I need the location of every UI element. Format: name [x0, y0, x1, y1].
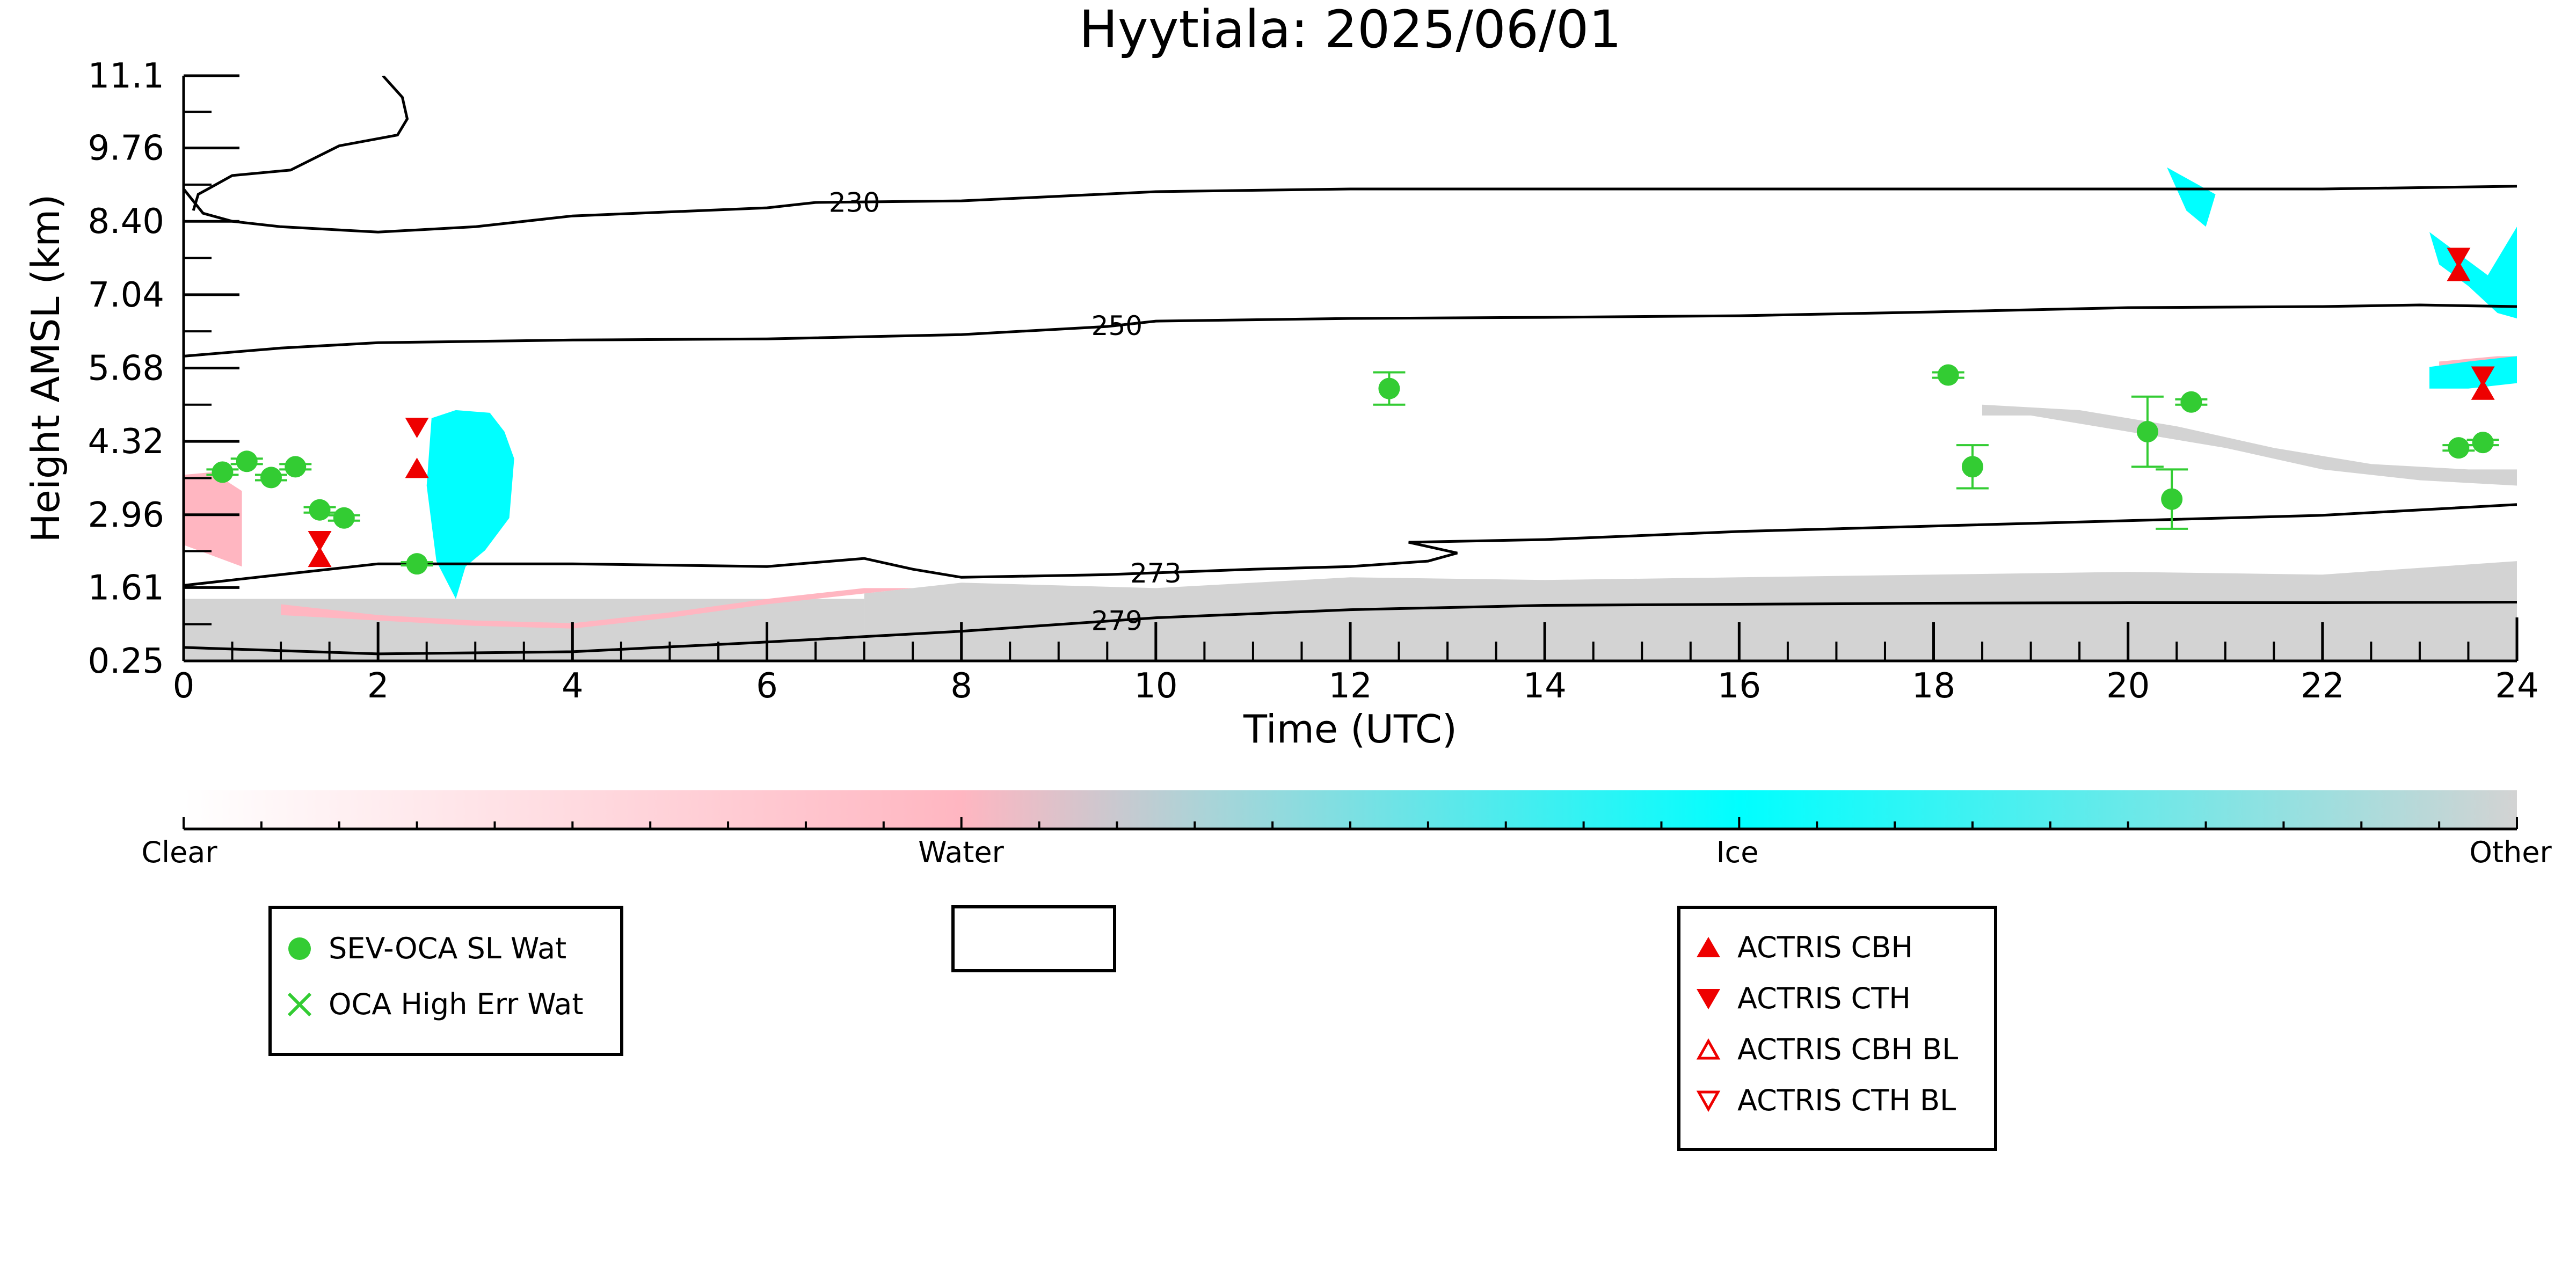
x-tick-label: 14: [1523, 666, 1566, 706]
sev-oca-point: [1937, 364, 1959, 386]
legend-label-cth-bl: ACTRIS CTH BL: [1737, 1083, 1956, 1117]
y-tick-label: 4.32: [88, 422, 165, 462]
legend-label-sev-oca: SEV-OCA SL Wat: [329, 932, 567, 965]
sev-oca-point: [406, 553, 428, 575]
y-tick-label: 1.61: [88, 568, 165, 608]
sev-oca-point: [333, 507, 355, 529]
contour-label-279: 279: [1091, 606, 1143, 637]
x-axis-ticks: 0 2 4 6 8 10 12 14 16 18 20 22 24: [173, 622, 2539, 706]
contour-upper: [192, 76, 409, 211]
actris-cth-point: [2447, 248, 2471, 268]
x-tick-label: 2: [367, 666, 389, 706]
region-water-4: [281, 588, 913, 629]
x-tick-label: 22: [2301, 666, 2344, 706]
red-open-triangle-up-icon: [1692, 1034, 1724, 1066]
sev-oca-point: [2448, 437, 2470, 459]
y-tick-label: 2.96: [88, 496, 165, 535]
legend-label-cbh-bl: ACTRIS CBH BL: [1737, 1032, 1959, 1066]
plot-area: 230 250 273 279: [184, 76, 2517, 661]
legend-label-cbh: ACTRIS CBH: [1737, 930, 1913, 964]
x-tick-label: 4: [562, 666, 584, 706]
temperature-contours: 230 250 273 279: [184, 76, 2517, 656]
contour-label-273: 273: [1130, 558, 1181, 589]
colorbar-label-ice: Ice: [1716, 835, 1759, 869]
green-circle-icon: [283, 933, 316, 965]
actris-cbh-point: [405, 457, 429, 478]
colorbar-label-water: Water: [918, 835, 1004, 869]
y-tick-label: 5.68: [88, 348, 165, 388]
sev-oca-point: [2180, 391, 2202, 413]
legend-label-oca-high-err: OCA High Err Wat: [329, 987, 584, 1021]
y-tick-label: 7.04: [88, 275, 165, 315]
data-markers: [206, 248, 2499, 575]
x-axis-label: Time (UTC): [1243, 707, 1457, 752]
red-open-triangle-down-icon: [1692, 1085, 1724, 1117]
y-tick-label: 9.76: [88, 129, 165, 169]
x-tick-label: 0: [173, 666, 195, 706]
x-tick-label: 20: [2106, 666, 2150, 706]
region-other-2: [1982, 404, 2517, 486]
region-water-3: [184, 472, 242, 567]
region-ice-9: [2167, 167, 2216, 227]
actris-legend: ACTRIS CBH ACTRIS CTH ACTRIS CBH BL ACTR…: [1677, 906, 1997, 1151]
region-other-0: [864, 561, 2517, 661]
x-tick-label: 12: [1328, 666, 1372, 706]
legend-item-cth-bl: ACTRIS CTH BL: [1692, 1083, 1956, 1117]
sev-oca-point: [2472, 432, 2494, 454]
x-tick-label: 24: [2495, 666, 2538, 706]
red-triangle-up-icon: [1692, 932, 1724, 964]
classification-regions: [184, 167, 2517, 661]
legend-item-cth: ACTRIS CTH: [1692, 981, 1911, 1015]
satellite-legend: SEV-OCA SL Wat OCA High Err Wat: [268, 906, 623, 1056]
colorbar-label-clear: Clear: [141, 835, 217, 869]
x-tick-label: 18: [1912, 666, 1955, 706]
empty-legend-box: [951, 905, 1116, 972]
colorbar-label-other: Other: [2469, 835, 2552, 869]
legend-item-oca-high-err: OCA High Err Wat: [283, 987, 584, 1021]
actris-cth-point: [2471, 366, 2495, 387]
x-tick-label: 16: [1718, 666, 1761, 706]
chart-title: Hyytiala: 2025/06/01: [1079, 0, 1622, 60]
x-tick-label: 10: [1134, 666, 1177, 706]
y-tick-label: 11.1: [88, 56, 165, 96]
colorbar: Clear Water Ice Other: [141, 790, 2552, 869]
legend-item-sev-oca: SEV-OCA SL Wat: [283, 932, 566, 965]
sev-oca-point: [309, 499, 331, 521]
actris-cbh-point: [308, 547, 332, 567]
red-triangle-down-icon: [1692, 983, 1724, 1015]
y-tick-label: 0.25: [88, 642, 165, 681]
actris-cbh-point: [2447, 260, 2471, 281]
contour-label-250: 250: [1091, 310, 1143, 341]
region-ice-6: [426, 410, 514, 599]
y-axis-ticks: 0.25 1.61 2.96 4.32 5.68 7.04 8.40 9.76 11.1: [88, 56, 239, 681]
sev-oca-point: [236, 450, 258, 472]
sev-oca-point: [212, 461, 234, 483]
sev-oca-point: [260, 467, 282, 489]
legend-label-cth: ACTRIS CTH: [1737, 981, 1911, 1015]
contour-273: [184, 503, 2517, 587]
legend-item-cbh-bl: ACTRIS CBH BL: [1692, 1032, 1958, 1066]
sev-oca-point: [1961, 456, 1983, 478]
legend-item-cbh: ACTRIS CBH: [1692, 930, 1913, 964]
actris-cth-point: [405, 417, 429, 438]
y-tick-label: 8.40: [88, 202, 165, 242]
contour-230: [184, 185, 2517, 234]
x-tick-label: 6: [756, 666, 778, 706]
region-ice-8: [2429, 356, 2517, 389]
sev-oca-point: [2161, 488, 2183, 510]
y-axis-label: Height AMSL (km): [23, 194, 68, 543]
sev-oca-point: [285, 456, 307, 478]
actris-cbh-point: [2471, 379, 2495, 400]
sev-oca-point: [1378, 377, 1400, 399]
x-tick-label: 8: [950, 666, 972, 706]
contour-250: [184, 303, 2517, 358]
contour-label-230: 230: [829, 187, 880, 218]
colorbar-ticks: [183, 817, 2518, 829]
green-x-icon: [283, 988, 316, 1021]
sev-oca-point: [2136, 421, 2158, 443]
actris-cth-point: [308, 530, 332, 551]
